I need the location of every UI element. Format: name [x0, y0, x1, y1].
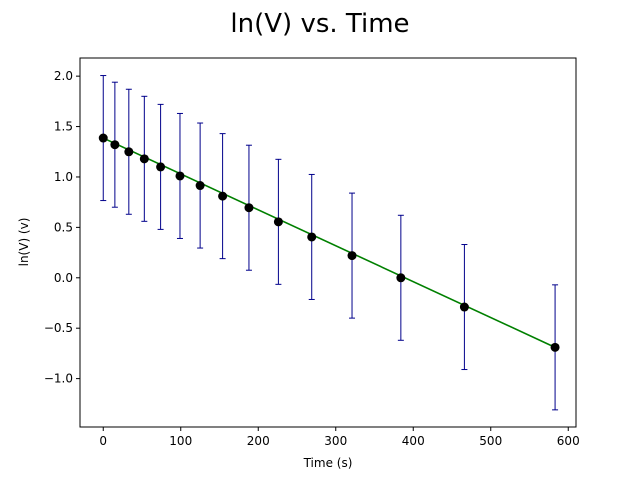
data-point — [307, 232, 317, 242]
x-axis: 0 100 200 300 400 500 600 — [99, 427, 580, 448]
y-tick-label: 1.0 — [54, 170, 73, 184]
data-point — [175, 171, 185, 181]
data-point — [550, 342, 560, 352]
x-tick-label: 600 — [557, 434, 580, 448]
fit-line-layer — [102, 137, 556, 349]
y-tick-label: 0.0 — [54, 271, 73, 285]
y-tick-label: −1.0 — [44, 372, 73, 386]
y-axis: −1.0 −0.5 0.0 0.5 1.0 1.5 2.0 — [44, 69, 80, 386]
plot-area — [79, 57, 577, 428]
data-point — [347, 251, 357, 261]
data-point — [195, 181, 205, 191]
data-point — [110, 140, 120, 150]
x-tick-label: 100 — [169, 434, 192, 448]
y-axis-label: ln(V) (v) — [17, 218, 31, 267]
points-layer — [98, 133, 560, 352]
x-axis-label: Time (s) — [303, 456, 353, 470]
x-tick-label: 200 — [247, 434, 270, 448]
x-tick-label: 300 — [324, 434, 347, 448]
y-tick-label: 2.0 — [54, 69, 73, 83]
fit-line — [102, 137, 556, 349]
data-point — [139, 154, 149, 164]
data-point — [124, 147, 134, 157]
x-tick-label: 500 — [479, 434, 502, 448]
y-tick-label: 1.5 — [54, 120, 73, 134]
y-tick-label: 0.5 — [54, 220, 73, 234]
data-point — [396, 273, 406, 283]
data-point — [98, 133, 108, 143]
data-point — [459, 302, 469, 312]
data-point — [244, 203, 254, 213]
data-point — [273, 217, 283, 227]
y-tick-label: −0.5 — [44, 321, 73, 335]
x-tick-label: 400 — [402, 434, 425, 448]
chart-title: ln(V) vs. Time — [230, 9, 409, 39]
data-point — [218, 191, 228, 201]
data-point — [156, 162, 166, 172]
x-tick-label: 0 — [99, 434, 107, 448]
